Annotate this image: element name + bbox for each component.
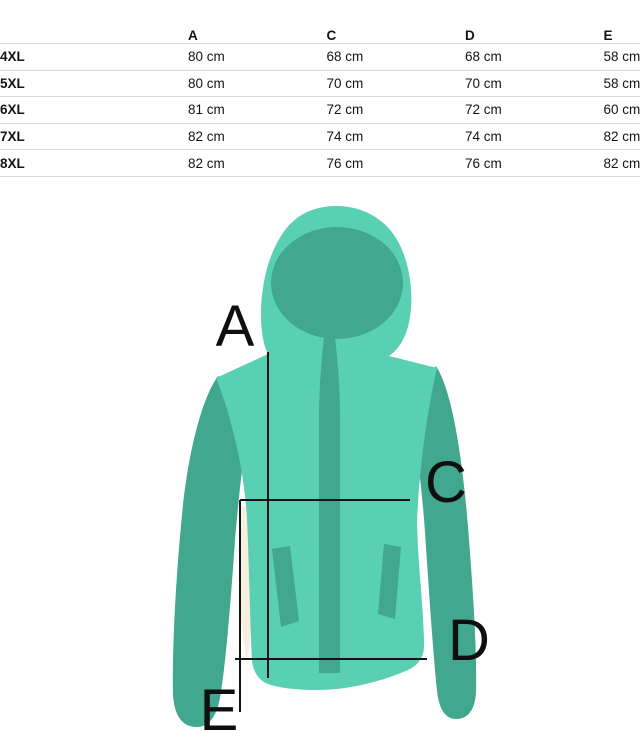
jacket-sleeve-left (172, 376, 251, 728)
measurement-value: 82 cm (603, 155, 640, 171)
table-row-6xl: 6XL 81 cm 72 cm 72 cm 60 cm (0, 97, 640, 124)
size-label: 7XL (0, 129, 25, 145)
measurement-value: 82 cm (603, 129, 640, 145)
column-header-c: C (326, 28, 337, 43)
measurement-value: 72 cm (465, 102, 502, 118)
size-label: 6XL (0, 102, 25, 118)
hood-interior (271, 227, 403, 339)
measurement-value: 72 cm (326, 102, 364, 118)
measurement-value: 80 cm (188, 75, 225, 91)
measurement-value: 76 cm (326, 155, 364, 171)
table-row-5xl: 5XL 80 cm 70 cm 70 cm 58 cm (0, 70, 640, 97)
measurement-value: 82 cm (188, 155, 225, 171)
measurement-value: 68 cm (465, 49, 502, 65)
size-label: 8XL (0, 155, 25, 171)
table-row-7xl: 7XL 82 cm 74 cm 74 cm 82 cm (0, 123, 640, 150)
measurement-value: 82 cm (188, 129, 225, 145)
jacket-pocket-right (378, 544, 401, 619)
table-row-4xl: 4XL 80 cm 68 cm 68 cm 58 cm (0, 44, 640, 71)
column-header-d: D (465, 28, 475, 43)
measurement-value: 80 cm (188, 49, 225, 65)
measurement-value: 60 cm (603, 102, 640, 118)
jacket-sleeve-right (409, 366, 477, 719)
column-header-e: E (603, 28, 613, 43)
table-row-8xl: 8XL 82 cm 76 cm 76 cm 82 cm (0, 150, 640, 177)
measurement-value: 70 cm (465, 75, 502, 91)
size-column-header (0, 0, 188, 44)
measure-label-a: A (216, 294, 255, 359)
size-label: 5XL (0, 75, 25, 91)
measurement-value: 70 cm (326, 75, 364, 91)
measurement-value: 81 cm (188, 102, 225, 118)
measure-label-e: E (200, 678, 239, 734)
size-table-header-row: A C D E (0, 0, 640, 44)
size-label: 4XL (0, 49, 25, 65)
measure-label-c: C (425, 450, 467, 515)
jacket-pocket-left (272, 546, 299, 627)
column-header-a: A (188, 28, 198, 43)
size-table-wrap: A C D E 4XL 80 cm 68 cm 68 cm 58 cm 5XL … (0, 0, 640, 177)
measurement-value: 58 cm (603, 49, 640, 65)
size-table: A C D E 4XL 80 cm 68 cm 68 cm 58 cm 5XL … (0, 0, 640, 177)
measurement-value: 74 cm (326, 129, 364, 145)
jacket-zipper (319, 330, 340, 673)
measurement-value: 68 cm (326, 49, 364, 65)
measure-label-d: D (448, 608, 490, 673)
measurement-value: 74 cm (465, 129, 502, 145)
measurement-value: 58 cm (603, 75, 640, 91)
measurement-value: 76 cm (465, 155, 502, 171)
